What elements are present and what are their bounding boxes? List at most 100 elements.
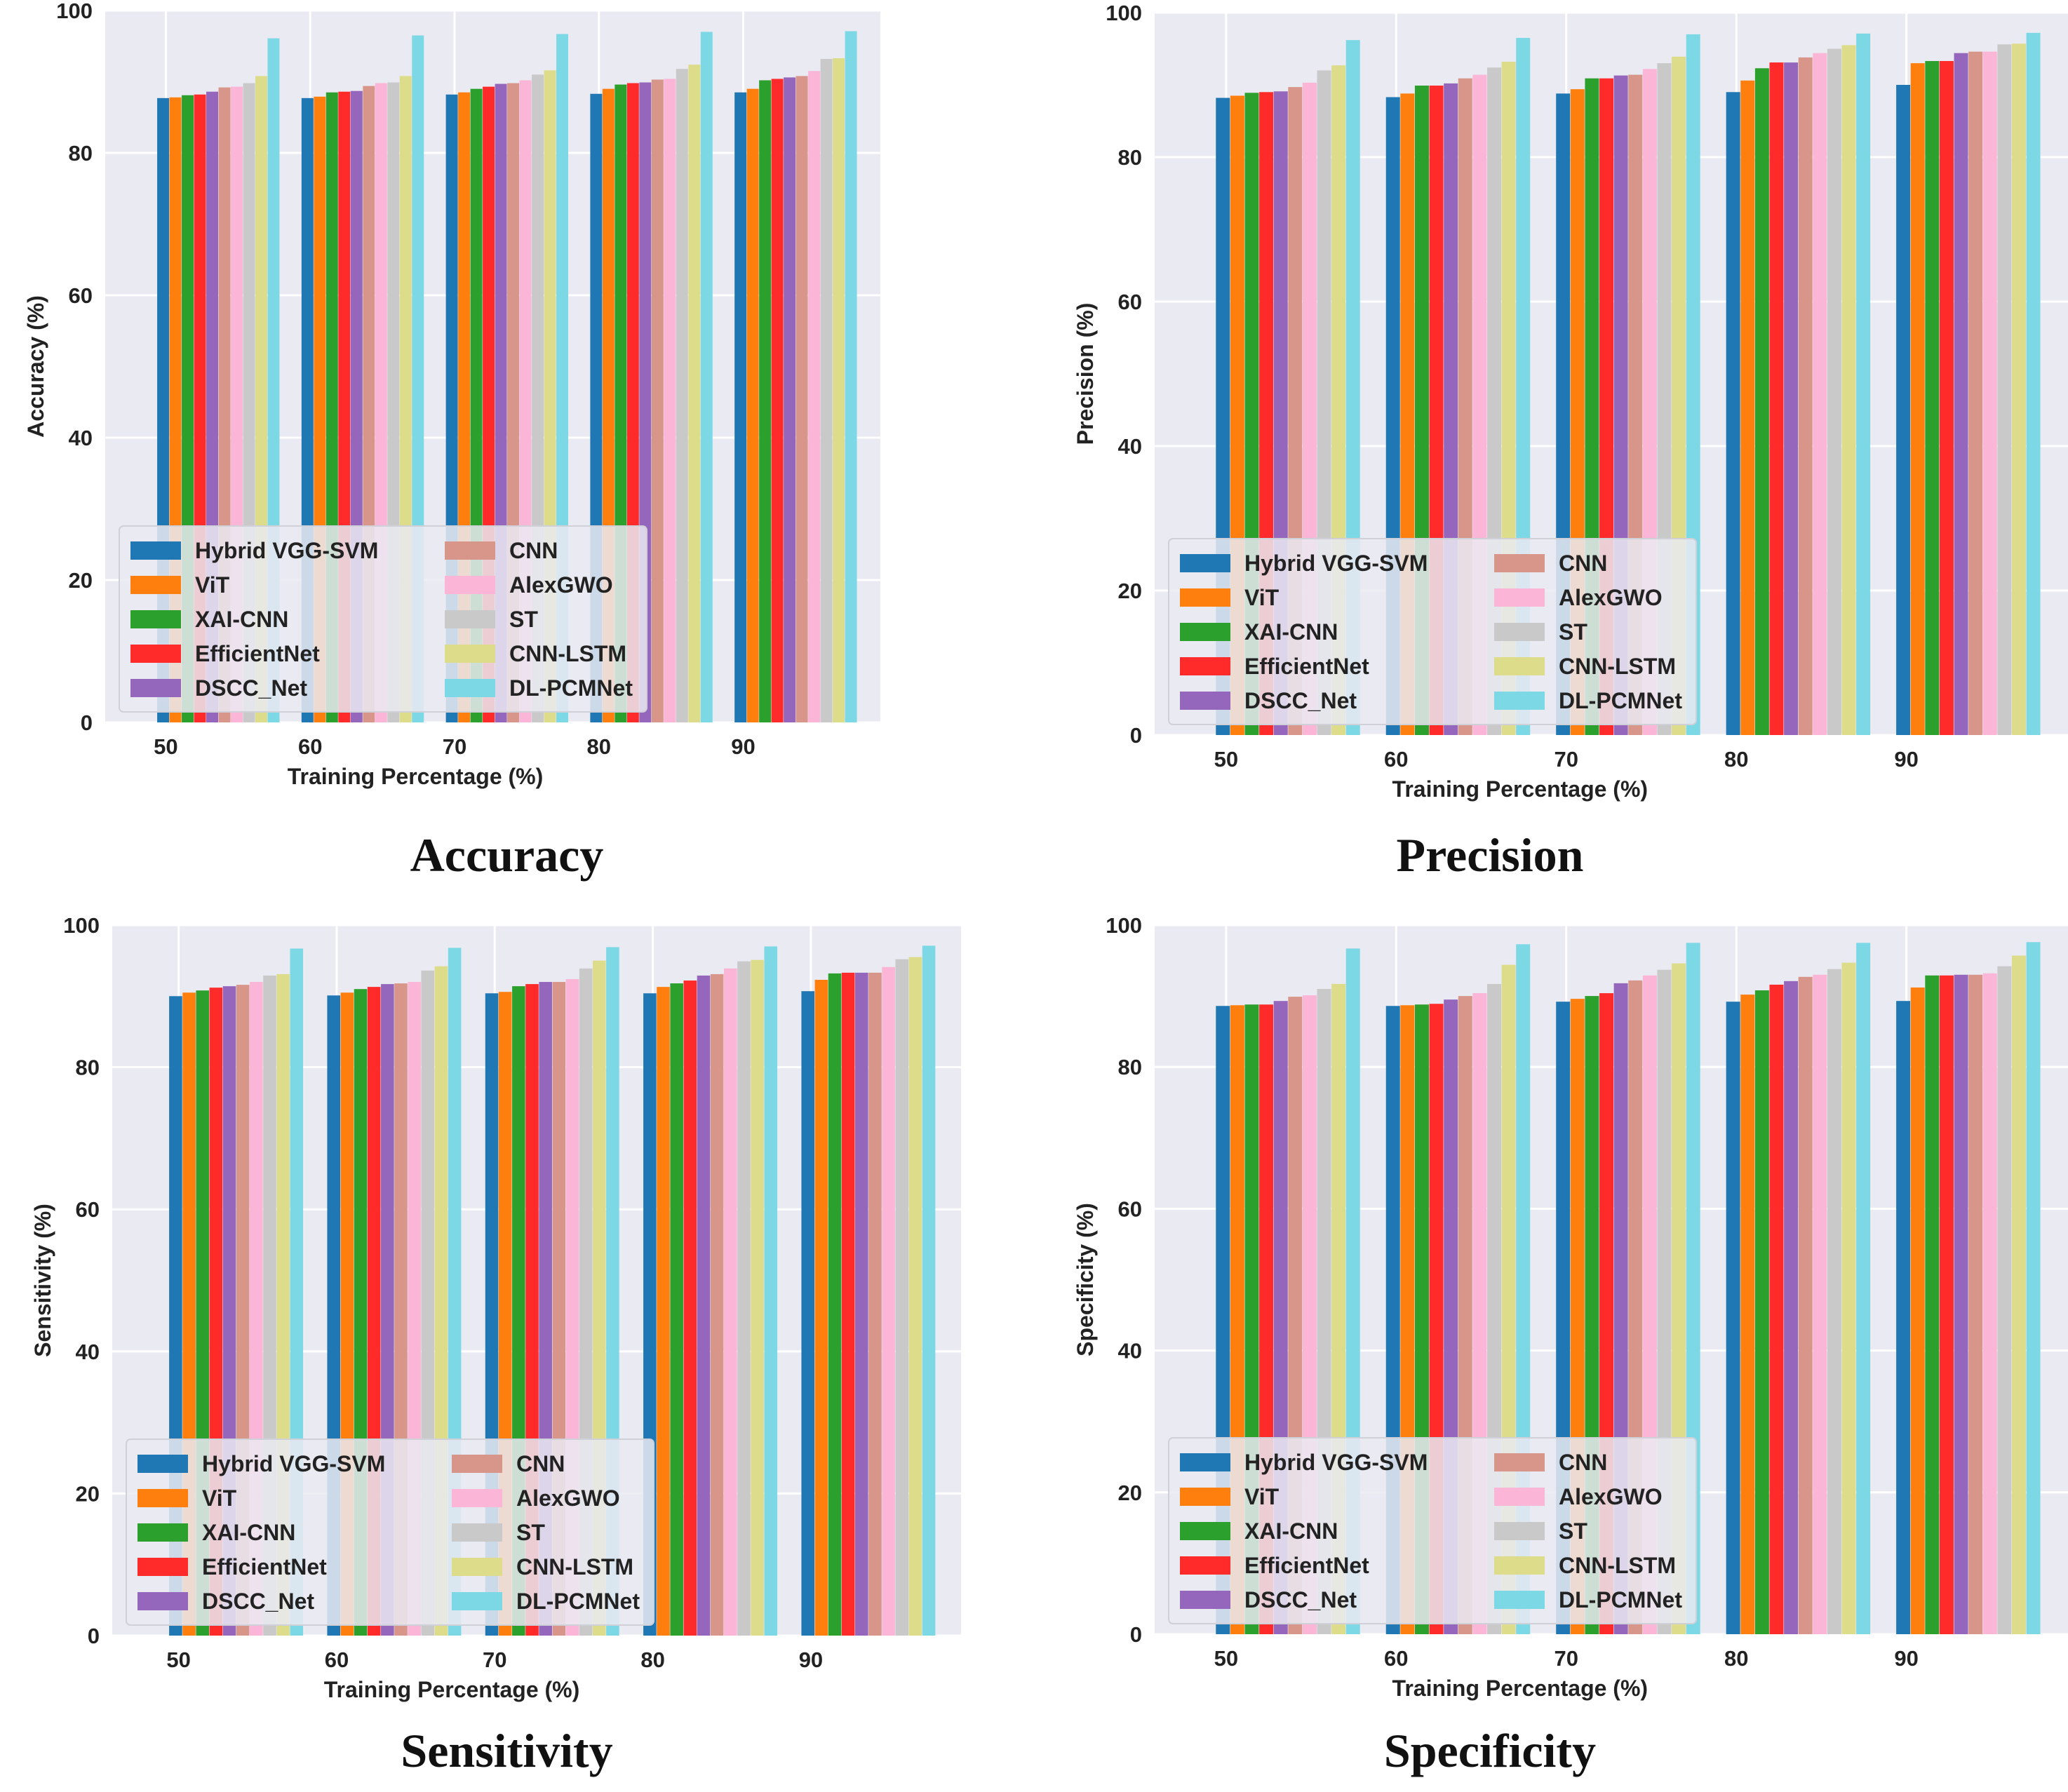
y-tick-label: 0: [1130, 723, 1142, 748]
bar: [801, 991, 814, 1636]
x-tick-label: 70: [1555, 747, 1578, 772]
legend: Hybrid VGG-SVM ViT XAI-CNN EfficientNet DSCC…: [126, 1439, 654, 1626]
bar: [784, 77, 796, 722]
y-tick-label: 0: [81, 710, 93, 735]
legend-swatch: [137, 1455, 188, 1473]
legend-swatch: [130, 610, 181, 628]
legend-label: CNN-LSTM: [1559, 1553, 1676, 1578]
legend-box: [126, 1439, 654, 1626]
bar: [2026, 32, 2041, 735]
bar: [734, 92, 747, 723]
legend-label: CNN: [516, 1451, 565, 1476]
legend-label: AlexGWO: [1559, 585, 1663, 610]
bar: [1982, 51, 1997, 736]
legend-item: CNN: [1494, 1450, 1607, 1475]
y-tick-label: 20: [1118, 1481, 1142, 1505]
legend-item: ST: [1494, 619, 1587, 645]
x-tick-label: 60: [298, 734, 322, 759]
legend-label: AlexGWO: [509, 572, 613, 598]
bar: [670, 983, 683, 1636]
legend-swatch: [130, 541, 181, 560]
legend-label: XAI-CNN: [1244, 619, 1338, 645]
legend-swatch: [1494, 554, 1545, 572]
x-tick-label: 70: [1555, 1646, 1578, 1671]
bar: [1769, 984, 1784, 1634]
legend-label: XAI-CNN: [202, 1520, 295, 1545]
legend-label: AlexGWO: [1559, 1484, 1663, 1509]
bar: [1784, 981, 1799, 1634]
legend-label: ST: [1559, 1518, 1587, 1544]
bar: [1740, 80, 1755, 735]
bar: [828, 973, 842, 1636]
legend-swatch: [137, 1523, 188, 1542]
legend-label: DSCC_Net: [195, 675, 307, 701]
legend-item: EfficientNet: [130, 641, 320, 666]
bar: [855, 972, 868, 1636]
legend-swatch: [445, 541, 495, 560]
legend-swatch: [1494, 1556, 1545, 1575]
legend-label: DSCC_Net: [202, 1589, 314, 1614]
x-tick-label: 50: [1214, 1646, 1238, 1671]
bar: [1925, 61, 1940, 735]
legend-item: AlexGWO: [1494, 1484, 1663, 1509]
legend-swatch: [137, 1489, 188, 1507]
accuracy-chart: 0 20 40 60 80 100 50 60 70 80 90 Training Percentag…: [23, 0, 880, 789]
legend-label: DSCC_Net: [1244, 1587, 1357, 1612]
legend-swatch: [445, 610, 495, 628]
legend-swatch: [137, 1558, 188, 1576]
legend-label: CNN-LSTM: [1559, 654, 1676, 679]
x-axis-label: Training Percentage (%): [324, 1677, 580, 1702]
legend-label: DL-PCMNet: [516, 1589, 640, 1614]
bar: [833, 58, 845, 722]
bar: [1896, 1001, 1911, 1634]
bar: [820, 59, 833, 722]
bar: [751, 959, 764, 1636]
sensitivity-chart: 0 20 40 60 80 100 50 60 70 80 90 Training Percentag…: [30, 913, 961, 1702]
legend-label: CNN: [1559, 551, 1607, 576]
x-tick-label: 50: [166, 1648, 190, 1672]
legend-swatch: [130, 679, 181, 697]
bar: [1841, 962, 1856, 1634]
bar: [1968, 51, 1983, 736]
bar: [710, 974, 724, 1636]
legend-swatch: [1494, 588, 1545, 607]
chart-panel-sensitivity: 0 20 40 60 80 100 50 60 70 80 90 Training Percentag…: [0, 896, 1034, 1792]
legend-label: ViT: [202, 1486, 237, 1511]
legend-label: CNN: [509, 538, 558, 563]
legend-swatch: [1494, 1522, 1545, 1540]
bar: [1827, 48, 1841, 735]
legend-item: ST: [445, 607, 538, 632]
legend-swatch: [445, 576, 495, 594]
x-tick-label: 60: [1384, 747, 1408, 772]
y-tick-label: 40: [1118, 434, 1142, 459]
bar: [2011, 955, 2026, 1634]
y-tick-label: 0: [1130, 1622, 1142, 1647]
bar: [1954, 53, 1968, 736]
x-tick-label: 70: [483, 1648, 506, 1672]
bar: [868, 972, 882, 1636]
legend: Hybrid VGG-SVM ViT XAI-CNN EfficientNet DSCC…: [1168, 538, 1697, 725]
chart-panel-accuracy: 0 20 40 60 80 100 50 60 70 80 90 Training Percentag…: [0, 0, 1034, 896]
y-tick-label: 20: [69, 568, 93, 593]
legend-item: CNN-LSTM: [1494, 1553, 1676, 1578]
legend-swatch: [452, 1523, 502, 1542]
bar: [1726, 1002, 1740, 1634]
x-tick-label: 50: [1214, 747, 1238, 772]
bar: [1798, 57, 1813, 736]
bar: [2011, 43, 2026, 736]
x-tick-label: 60: [1384, 1646, 1408, 1671]
y-tick-label: 100: [56, 0, 93, 23]
x-tick-label: 90: [1894, 747, 1918, 772]
bar: [1827, 969, 1841, 1634]
y-tick-label: 80: [69, 141, 93, 166]
bar: [1982, 973, 1997, 1634]
legend-box: [1168, 538, 1697, 725]
x-axis-label: Training Percentage (%): [1392, 1676, 1649, 1701]
legend-label: Hybrid VGG-SVM: [195, 538, 378, 563]
y-axis-label: Specificity (%): [1073, 1203, 1098, 1356]
legend-label: Hybrid VGG-SVM: [1244, 551, 1428, 576]
bar: [841, 972, 855, 1636]
legend-label: XAI-CNN: [195, 607, 288, 632]
bar: [1997, 44, 2012, 735]
legend-label: ST: [1559, 619, 1587, 645]
